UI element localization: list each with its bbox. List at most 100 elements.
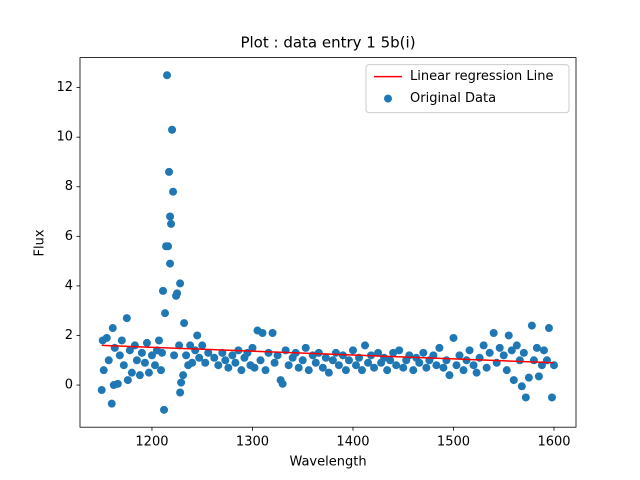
data-point: [524, 373, 533, 382]
data-point: [358, 366, 367, 375]
data-point: [144, 368, 153, 377]
data-point: [261, 366, 270, 375]
data-point: [534, 372, 543, 381]
data-point: [348, 346, 357, 355]
data-point: [370, 363, 379, 372]
data-point: [127, 368, 136, 377]
data-point: [479, 341, 488, 350]
data-point: [395, 346, 404, 355]
data-point: [176, 279, 185, 288]
data-point: [179, 371, 188, 380]
data-point: [169, 187, 178, 196]
data-point: [163, 71, 172, 80]
data-point: [469, 361, 478, 370]
data-point: [504, 331, 513, 340]
data-point: [361, 341, 370, 350]
data-point: [294, 363, 303, 372]
y-tick-label: 4: [65, 278, 73, 293]
data-point: [268, 329, 277, 338]
data-point: [374, 348, 383, 357]
data-point: [344, 356, 353, 365]
data-point: [256, 356, 265, 365]
data-point: [449, 333, 458, 342]
data-point: [237, 366, 246, 375]
legend-label: Original Data: [410, 91, 496, 106]
data-point: [117, 336, 126, 345]
data-point: [166, 259, 175, 268]
data-point: [270, 358, 279, 367]
plot-area: [97, 71, 558, 414]
data-point: [489, 329, 498, 338]
data-point: [122, 314, 131, 323]
y-tick-label: 10: [56, 130, 73, 145]
data-point: [455, 351, 464, 360]
data-point: [304, 366, 313, 375]
data-point: [502, 366, 511, 375]
data-point: [224, 363, 233, 372]
y-axis-label: Flux: [33, 229, 48, 256]
data-point: [383, 366, 392, 375]
data-point: [191, 346, 200, 355]
data-point: [119, 361, 128, 370]
data-point: [409, 366, 418, 375]
data-point: [177, 378, 186, 387]
data-point: [445, 371, 454, 380]
data-point: [452, 361, 461, 370]
data-point: [439, 363, 448, 372]
data-point: [298, 356, 307, 365]
legend-label: Linear regression Line: [410, 69, 553, 84]
data-point: [107, 399, 116, 408]
x-tick-label: 1400: [336, 435, 369, 450]
data-point: [231, 358, 240, 367]
data-point: [521, 393, 530, 402]
data-point: [250, 363, 259, 372]
data-point: [284, 361, 293, 370]
y-tick-label: 12: [56, 80, 73, 95]
data-point: [195, 353, 204, 362]
data-point: [301, 343, 310, 352]
data-point: [482, 363, 491, 372]
data-point: [157, 366, 166, 375]
data-point: [341, 366, 350, 375]
data-point: [150, 361, 159, 370]
data-point: [160, 405, 169, 414]
data-point: [198, 341, 207, 350]
data-point: [532, 343, 541, 352]
data-point: [176, 388, 185, 397]
data-point: [321, 353, 330, 362]
data-point: [113, 379, 122, 388]
data-point: [459, 366, 468, 375]
data-point: [180, 319, 189, 328]
data-point: [210, 353, 219, 362]
data-point: [170, 351, 179, 360]
chart-title: Plot : data entry 1 5b(i): [240, 34, 415, 52]
data-point: [432, 361, 441, 370]
data-point: [351, 361, 360, 370]
data-point: [415, 358, 424, 367]
data-point: [186, 341, 195, 350]
regression-line: [101, 344, 555, 364]
data-point: [462, 356, 471, 365]
data-point: [364, 358, 373, 367]
data-point: [142, 338, 151, 347]
data-point: [512, 341, 521, 350]
data-point: [248, 343, 257, 352]
data-point: [104, 356, 113, 365]
data-point: [123, 376, 132, 385]
data-point: [419, 348, 428, 357]
data-point: [537, 361, 546, 370]
plot-frame: [79, 57, 577, 428]
x-tick-label: 1200: [135, 435, 168, 450]
x-tick-label: 1500: [437, 435, 470, 450]
data-point: [108, 324, 117, 333]
data-point: [328, 356, 337, 365]
data-point: [135, 371, 144, 380]
data-point: [182, 351, 191, 360]
x-tick-label: 1300: [236, 435, 269, 450]
data-point: [399, 363, 408, 372]
data-point: [435, 343, 444, 352]
data-point: [507, 346, 516, 355]
data-point: [389, 348, 398, 357]
data-point: [485, 348, 494, 357]
data-point: [159, 286, 168, 295]
